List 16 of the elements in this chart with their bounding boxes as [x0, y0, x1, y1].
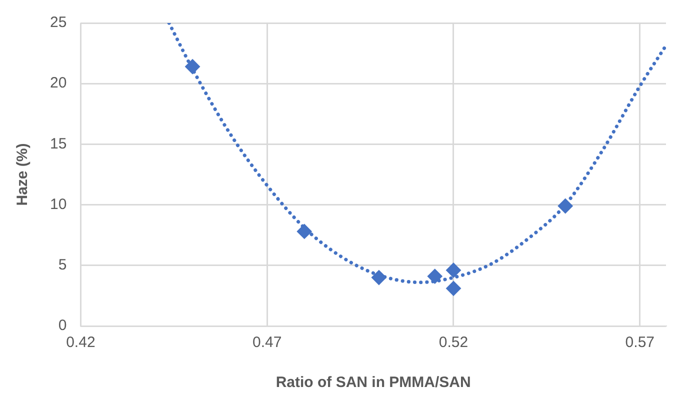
point	[446, 262, 461, 278]
x-tick-label: 0.52	[438, 334, 468, 352]
point	[427, 268, 442, 284]
line-series	[167, 23, 666, 284]
y-tick-label: 0	[58, 317, 67, 334]
x-tick-label: 0.47	[252, 334, 282, 352]
y-axis-title: Haze (%)	[14, 143, 32, 206]
point	[446, 280, 461, 296]
y-tick-label: 10	[50, 196, 67, 213]
y-tick-label: 25	[50, 14, 67, 32]
y-tick-label: 20	[50, 74, 67, 92]
y-tick-label: 5	[58, 256, 67, 274]
x-tick-label: 0.57	[625, 334, 655, 352]
x-tick-label: 0.42	[66, 334, 96, 352]
y-tick-label: 15	[50, 135, 67, 152]
x-axis-title: Ratio of SAN in PMMA/SAN	[276, 374, 471, 392]
